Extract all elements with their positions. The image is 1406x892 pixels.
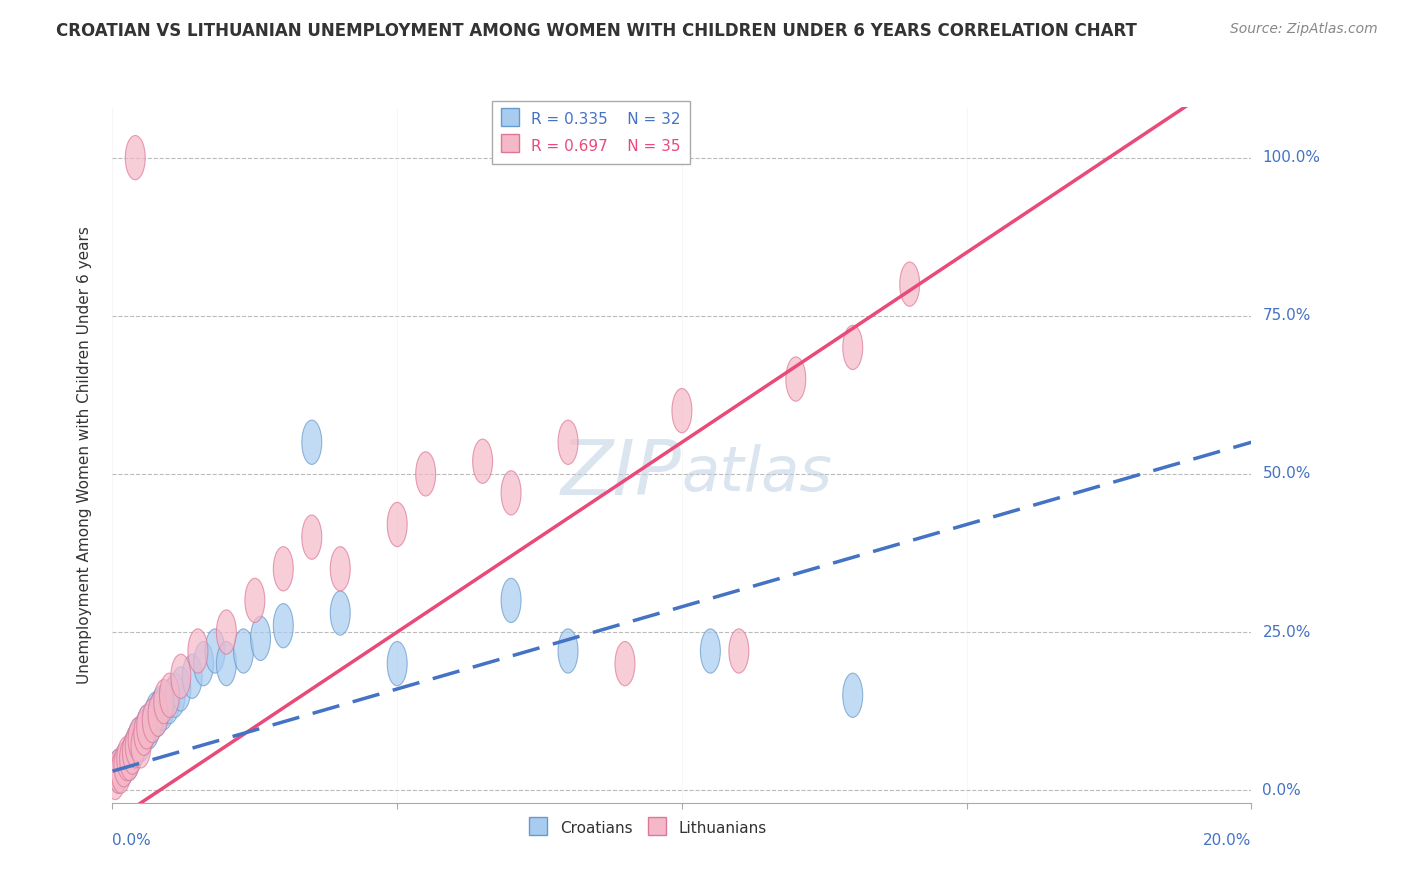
Ellipse shape (614, 641, 636, 686)
Ellipse shape (114, 743, 134, 787)
Ellipse shape (125, 723, 145, 768)
Text: 20.0%: 20.0% (1204, 833, 1251, 848)
Ellipse shape (501, 471, 522, 515)
Text: 50.0%: 50.0% (1263, 467, 1310, 482)
Ellipse shape (330, 547, 350, 591)
Ellipse shape (165, 673, 186, 717)
Ellipse shape (302, 515, 322, 559)
Ellipse shape (111, 749, 131, 793)
Ellipse shape (108, 749, 128, 793)
Ellipse shape (131, 723, 150, 768)
Ellipse shape (728, 629, 749, 673)
Ellipse shape (188, 629, 208, 673)
Ellipse shape (148, 692, 167, 737)
Ellipse shape (558, 420, 578, 465)
Ellipse shape (148, 692, 167, 737)
Ellipse shape (134, 711, 153, 756)
Ellipse shape (134, 711, 153, 756)
Ellipse shape (153, 680, 174, 723)
Ellipse shape (786, 357, 806, 401)
Ellipse shape (900, 262, 920, 306)
Ellipse shape (125, 723, 145, 768)
Ellipse shape (117, 737, 136, 780)
Ellipse shape (842, 673, 863, 717)
Ellipse shape (501, 578, 522, 623)
Text: 75.0%: 75.0% (1263, 309, 1310, 323)
Text: ZIP: ZIP (561, 437, 682, 511)
Ellipse shape (125, 136, 145, 180)
Ellipse shape (172, 667, 191, 711)
Ellipse shape (387, 641, 408, 686)
Text: Source: ZipAtlas.com: Source: ZipAtlas.com (1230, 22, 1378, 37)
Ellipse shape (205, 629, 225, 673)
Ellipse shape (472, 439, 492, 483)
Legend: Croatians, Lithuanians: Croatians, Lithuanians (523, 813, 772, 844)
Ellipse shape (842, 326, 863, 369)
Ellipse shape (105, 756, 125, 799)
Ellipse shape (139, 705, 159, 749)
Ellipse shape (122, 730, 142, 774)
Y-axis label: Unemployment Among Women with Children Under 6 years: Unemployment Among Women with Children U… (77, 226, 91, 684)
Ellipse shape (142, 698, 162, 743)
Ellipse shape (387, 502, 408, 547)
Ellipse shape (245, 578, 264, 623)
Ellipse shape (172, 654, 191, 698)
Text: 25.0%: 25.0% (1263, 624, 1310, 640)
Text: atlas: atlas (682, 444, 832, 504)
Ellipse shape (120, 737, 139, 780)
Ellipse shape (672, 389, 692, 433)
Ellipse shape (700, 629, 720, 673)
Ellipse shape (194, 641, 214, 686)
Ellipse shape (273, 604, 294, 648)
Ellipse shape (159, 673, 180, 717)
Ellipse shape (108, 749, 128, 793)
Ellipse shape (159, 680, 180, 723)
Ellipse shape (150, 686, 172, 730)
Text: 0.0%: 0.0% (112, 833, 152, 848)
Ellipse shape (122, 730, 142, 774)
Text: 100.0%: 100.0% (1263, 150, 1320, 165)
Ellipse shape (136, 705, 156, 749)
Ellipse shape (302, 420, 322, 465)
Ellipse shape (233, 629, 253, 673)
Text: CROATIAN VS LITHUANIAN UNEMPLOYMENT AMONG WOMEN WITH CHILDREN UNDER 6 YEARS CORR: CROATIAN VS LITHUANIAN UNEMPLOYMENT AMON… (56, 22, 1137, 40)
Ellipse shape (330, 591, 350, 635)
Ellipse shape (183, 654, 202, 698)
Ellipse shape (153, 686, 174, 730)
Ellipse shape (217, 610, 236, 654)
Ellipse shape (131, 717, 150, 762)
Ellipse shape (136, 705, 156, 749)
Text: 0.0%: 0.0% (1263, 782, 1301, 797)
Ellipse shape (120, 737, 139, 780)
Ellipse shape (128, 717, 148, 762)
Ellipse shape (142, 698, 162, 743)
Ellipse shape (273, 547, 294, 591)
Ellipse shape (128, 717, 148, 762)
Ellipse shape (217, 641, 236, 686)
Ellipse shape (416, 451, 436, 496)
Ellipse shape (145, 692, 165, 737)
Ellipse shape (250, 616, 270, 660)
Ellipse shape (114, 743, 134, 787)
Ellipse shape (558, 629, 578, 673)
